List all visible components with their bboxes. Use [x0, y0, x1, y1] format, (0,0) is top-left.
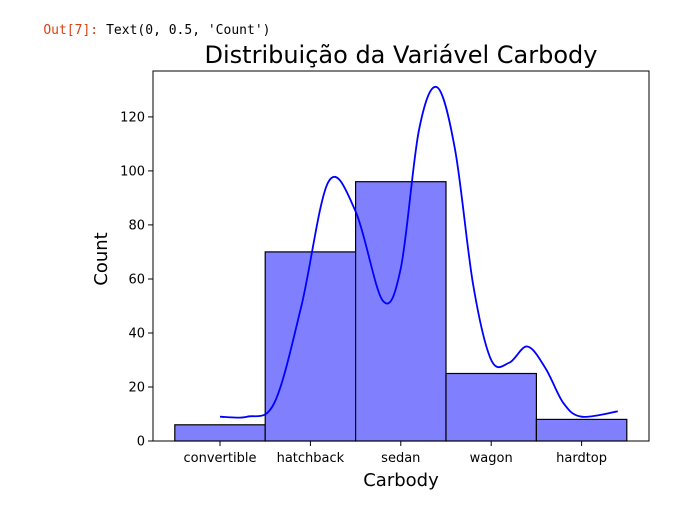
output-prompt: Out[7]:: [43, 23, 99, 38]
y-tick-label: 20: [128, 381, 145, 396]
bar-wagon: [445, 372, 538, 442]
y-tick-label: 60: [128, 273, 145, 288]
kde-layer: [219, 86, 618, 419]
x-axis-label: Carbody: [363, 470, 439, 491]
output-text: Text(0, 0.5, 'Count'): [106, 23, 271, 38]
x-tick-label: sedan: [381, 451, 420, 466]
bar-sedan: [355, 181, 447, 442]
y-tick-label: 100: [120, 164, 145, 179]
bars-layer: [174, 181, 628, 442]
bar-hatchback: [264, 251, 357, 442]
x-tick-label: hardtop: [556, 451, 607, 466]
y-tick-label: 40: [128, 327, 145, 342]
output-line: Out[7]: Text(0, 0.5, 'Count'): [12, 4, 270, 38]
bar-convertible: [174, 424, 266, 442]
chart-title: Distribuição da Variável Carbody: [205, 41, 598, 69]
x-tick-label: wagon: [470, 451, 513, 466]
y-tick-label: 80: [128, 218, 145, 233]
x-tick-label: hatchback: [277, 451, 345, 466]
y-tick-label: 120: [120, 110, 145, 125]
plot-frame: [152, 70, 650, 442]
kde-curve: [219, 86, 618, 419]
axes-layer: 0 20 40 60 80 100 120 convertible hatchback sedan…: [120, 110, 607, 466]
x-tick-label: convertible: [184, 451, 257, 466]
bar-hardtop: [535, 418, 628, 442]
y-axis-label: Count: [91, 232, 112, 285]
y-tick-label: 0: [137, 435, 145, 450]
